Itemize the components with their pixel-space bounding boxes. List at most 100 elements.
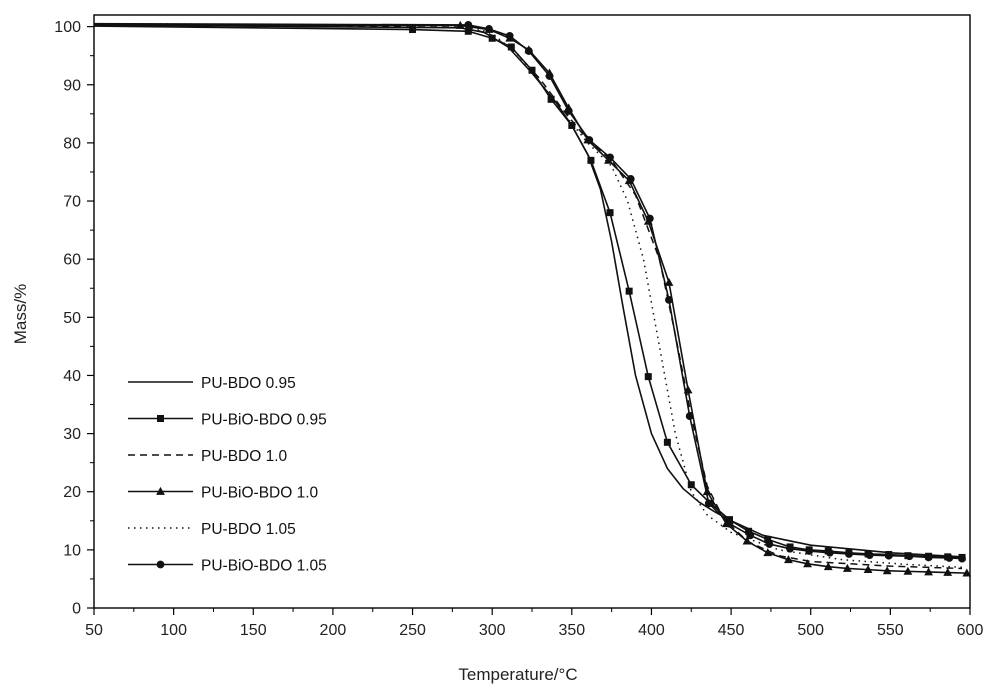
data-point: [962, 568, 972, 577]
data-point: [507, 43, 515, 51]
x-tick-label: 600: [957, 622, 984, 639]
legend-item: PU-BiO-BDO 0.95: [128, 412, 327, 429]
data-point: [485, 25, 493, 33]
data-point: [765, 540, 774, 548]
data-point: [568, 121, 576, 129]
x-tick-label: 400: [638, 622, 665, 639]
data-point: [764, 535, 772, 543]
data-point: [924, 553, 933, 562]
data-point: [865, 551, 874, 559]
data-point: [863, 565, 873, 574]
x-axis-title: Temperature/°C: [458, 665, 577, 684]
data-point: [545, 72, 554, 80]
x-axis: 50 100 150 200 250 300 350 400 450 500 550 600: [85, 608, 983, 639]
data-point: [524, 47, 533, 55]
y-tick-label: 80: [63, 135, 81, 152]
y-tick-label: 10: [63, 542, 81, 559]
y-tick-label: 30: [63, 426, 81, 443]
data-point: [903, 566, 913, 575]
data-point: [464, 20, 473, 29]
x-tick-label: 300: [479, 622, 506, 639]
data-point: [825, 548, 834, 557]
data-point: [746, 531, 755, 540]
series-layer: [93, 20, 972, 577]
data-point: [625, 287, 633, 295]
y-axis: 0 10 20 30 40 50 60 70 80 90 100: [54, 19, 94, 618]
x-tick-label: 150: [240, 622, 267, 639]
legend-label: PU-BiO-BDO 1.05: [201, 558, 327, 575]
x-tick-label: 450: [718, 622, 745, 639]
data-point: [725, 516, 733, 524]
series-line: [93, 24, 963, 558]
x-tick-label: 350: [558, 622, 585, 639]
data-point: [645, 214, 654, 223]
data-point: [564, 107, 573, 115]
data-point: [704, 499, 713, 508]
x-tick-label: 200: [320, 622, 347, 639]
data-point: [547, 95, 555, 103]
legend: PU-BDO 0.95 PU-BiO-BDO 0.95 PU-BDO 1.0 PU-B…: [128, 375, 327, 575]
x-tick-label: 50: [85, 622, 103, 639]
data-point: [528, 66, 536, 74]
y-tick-label: 0: [72, 601, 81, 618]
legend-item: PU-BDO 0.95: [128, 375, 296, 392]
data-point: [687, 481, 695, 489]
data-point: [943, 567, 953, 576]
legend-marker: [157, 415, 164, 422]
data-point: [945, 554, 954, 562]
plot-border: [93, 14, 971, 609]
legend-marker: [156, 486, 165, 495]
data-point: [663, 438, 671, 446]
data-point: [745, 527, 753, 535]
y-tick-label: 70: [63, 194, 81, 211]
series-1: [93, 24, 963, 558]
legend-item: PU-BDO 1.05: [128, 521, 296, 538]
series-line: [93, 25, 963, 559]
data-point: [725, 519, 734, 528]
series-2: [93, 25, 966, 561]
y-tick-label: 60: [63, 252, 81, 269]
y-tick-label: 50: [63, 310, 81, 327]
data-point: [958, 554, 966, 563]
data-point: [464, 27, 472, 35]
data-point: [884, 551, 893, 560]
legend-label: PU-BDO 1.05: [201, 521, 296, 538]
data-point: [842, 563, 852, 572]
data-point: [784, 555, 793, 564]
data-point: [606, 153, 614, 162]
data-point: [606, 209, 614, 217]
legend-label: PU-BiO-BDO 1.0: [201, 485, 319, 502]
data-point: [664, 277, 674, 286]
x-tick-label: 250: [399, 622, 426, 639]
legend-item: PU-BiO-BDO 1.0: [128, 485, 319, 502]
data-point: [685, 412, 694, 421]
legend-marker: [156, 560, 165, 569]
legend-item: PU-BiO-BDO 1.05: [128, 558, 327, 575]
data-point: [882, 566, 892, 575]
y-axis-title: Mass/%: [11, 284, 30, 344]
series-line: [93, 22, 963, 560]
y-tick-label: 90: [63, 77, 81, 94]
y-tick-label: 40: [63, 368, 81, 385]
data-point: [924, 567, 933, 576]
data-point: [644, 373, 652, 381]
legend-label: PU-BDO 0.95: [201, 375, 296, 392]
data-point: [845, 550, 853, 558]
data-point: [587, 156, 595, 164]
data-point: [742, 536, 752, 545]
data-point: [585, 136, 594, 144]
data-point: [702, 487, 712, 496]
data-point: [786, 544, 794, 553]
y-tick-label: 20: [63, 484, 81, 501]
data-point: [488, 34, 496, 42]
x-tick-label: 500: [797, 622, 824, 639]
data-point: [823, 562, 833, 571]
y-tick-label: 100: [54, 19, 81, 36]
data-point: [763, 548, 773, 557]
x-tick-label: 550: [877, 622, 904, 639]
legend-label: PU-BiO-BDO 0.95: [201, 412, 327, 429]
data-point: [803, 559, 812, 568]
x-tick-label: 100: [160, 622, 187, 639]
series-6: [93, 20, 966, 563]
